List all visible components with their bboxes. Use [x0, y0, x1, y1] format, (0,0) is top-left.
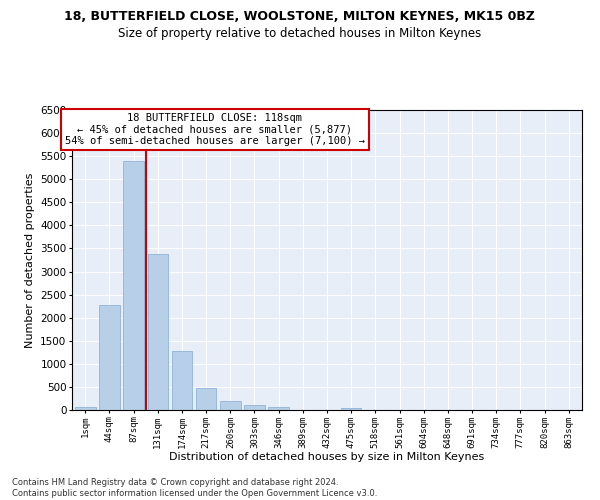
Bar: [148, 254, 168, 410]
Bar: [75, 406, 95, 410]
Text: Distribution of detached houses by size in Milton Keynes: Distribution of detached houses by size …: [169, 452, 485, 462]
Bar: [124, 161, 144, 410]
Bar: [341, 408, 361, 410]
Bar: [268, 408, 289, 410]
Text: Size of property relative to detached houses in Milton Keynes: Size of property relative to detached ho…: [118, 28, 482, 40]
Y-axis label: Number of detached properties: Number of detached properties: [25, 172, 35, 348]
Bar: [196, 388, 217, 410]
Text: 18 BUTTERFIELD CLOSE: 118sqm
← 45% of detached houses are smaller (5,877)
54% of: 18 BUTTERFIELD CLOSE: 118sqm ← 45% of de…: [65, 113, 365, 146]
Text: Contains HM Land Registry data © Crown copyright and database right 2024.
Contai: Contains HM Land Registry data © Crown c…: [12, 478, 377, 498]
Text: 18, BUTTERFIELD CLOSE, WOOLSTONE, MILTON KEYNES, MK15 0BZ: 18, BUTTERFIELD CLOSE, WOOLSTONE, MILTON…: [65, 10, 536, 23]
Bar: [99, 305, 120, 410]
Bar: [172, 351, 192, 410]
Bar: [244, 406, 265, 410]
Bar: [220, 402, 241, 410]
